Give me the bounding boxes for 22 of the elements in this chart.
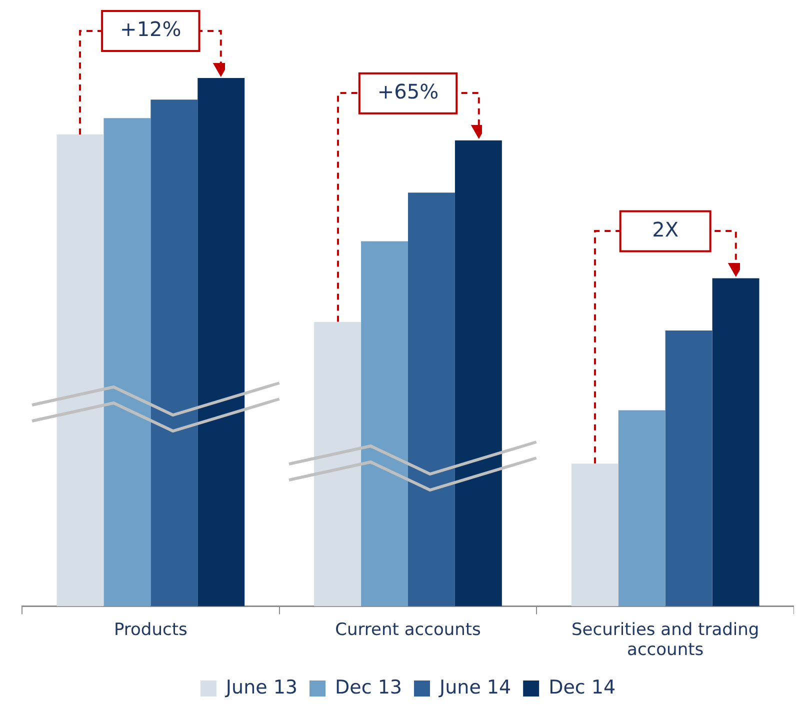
bar xyxy=(571,464,618,606)
bar xyxy=(712,278,760,606)
bar xyxy=(454,140,502,606)
bar xyxy=(408,192,455,606)
legend-label: June 14 xyxy=(438,676,512,698)
annotation: +65% xyxy=(377,80,439,104)
bar xyxy=(314,322,362,606)
x-tick-label: Current accounts xyxy=(335,620,482,640)
x-tick-label: Products xyxy=(114,620,188,640)
bar xyxy=(150,100,198,606)
text: +12% xyxy=(120,17,182,42)
bar xyxy=(618,410,666,606)
annotation: 2X xyxy=(652,217,679,242)
legend-label: Dec 14 xyxy=(548,676,616,698)
x-tick-label: Securities and trading accounts xyxy=(571,620,760,660)
bar xyxy=(198,78,245,606)
bar xyxy=(104,118,151,606)
bar xyxy=(56,134,104,606)
bar xyxy=(361,241,408,606)
legend-label: Dec 13 xyxy=(335,676,402,698)
bar xyxy=(665,330,712,606)
legend-label: June 13 xyxy=(224,676,298,698)
